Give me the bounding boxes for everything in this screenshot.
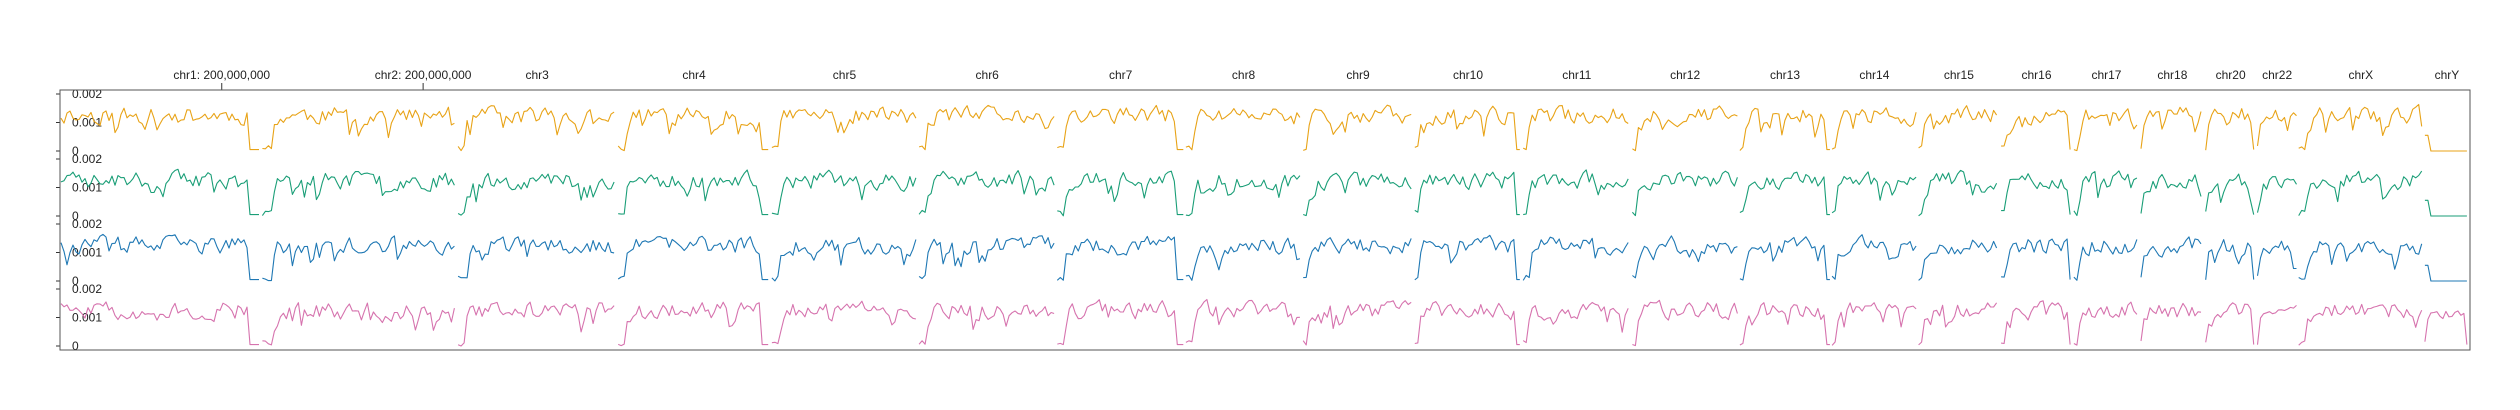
chromosome-label: chr18 — [2157, 68, 2187, 82]
y-tick-label: 0.001 — [72, 116, 102, 130]
plot-frame — [59, 89, 2471, 351]
chromosome-label: chrY — [2435, 68, 2460, 82]
chromosome-label: chr11 — [1562, 68, 1591, 82]
signal-series-line — [60, 298, 2468, 347]
chromosome-label: chr10 — [1453, 68, 1483, 82]
chromosome-label: chr20 — [2216, 68, 2246, 82]
chromosome-label: chr22 — [2262, 68, 2292, 82]
chromosome-label: chr2: 200,000,000 — [375, 68, 472, 82]
chromosome-label: chr13 — [1770, 68, 1800, 82]
y-tick-label: 0.001 — [72, 246, 102, 260]
chromosome-label: chr1: 200,000,000 — [173, 68, 270, 82]
chromosome-labels: chr1: 200,000,000 chr2: 200,000,000 chr3 ch… — [173, 68, 2459, 90]
y-axes: 0.0020.00100.0020.00100.0020.00100.0020.… — [56, 87, 102, 353]
y-tick-label: 0 — [72, 144, 79, 158]
signal-series-line — [60, 103, 2467, 152]
chromosome-label: chr5 — [833, 68, 857, 82]
chromosome-label: chr15 — [1944, 68, 1974, 82]
chromosome-label: chr3 — [525, 68, 549, 82]
chromosome-label: chr17 — [2091, 68, 2121, 82]
signal-tracks — [60, 103, 2468, 347]
y-tick-label: 0.002 — [72, 282, 102, 296]
signal-series-line — [60, 168, 2467, 217]
signal-series-line — [60, 233, 2467, 282]
y-tick-label: 0 — [72, 339, 79, 353]
y-tick-label: 0 — [72, 274, 79, 288]
chromosome-label: chr12 — [1670, 68, 1700, 82]
chromosome-label: chr8 — [1232, 68, 1256, 82]
chromosome-label: chr14 — [1859, 68, 1889, 82]
chromosome-label: chr16 — [2022, 68, 2052, 82]
chromosome-label: chr7 — [1109, 68, 1133, 82]
y-tick-label: 0.002 — [72, 152, 102, 166]
chromosome-label: chr9 — [1346, 68, 1370, 82]
y-tick-label: 0.001 — [72, 311, 102, 325]
y-tick-label: 0.002 — [72, 217, 102, 231]
y-tick-label: 0.001 — [72, 181, 102, 195]
chromosome-label: chr6 — [976, 68, 1000, 82]
chromosome-label: chr4 — [682, 68, 706, 82]
y-tick-label: 0 — [72, 209, 79, 223]
y-tick-label: 0.002 — [72, 87, 102, 101]
chromosome-label: chrX — [2348, 68, 2373, 82]
